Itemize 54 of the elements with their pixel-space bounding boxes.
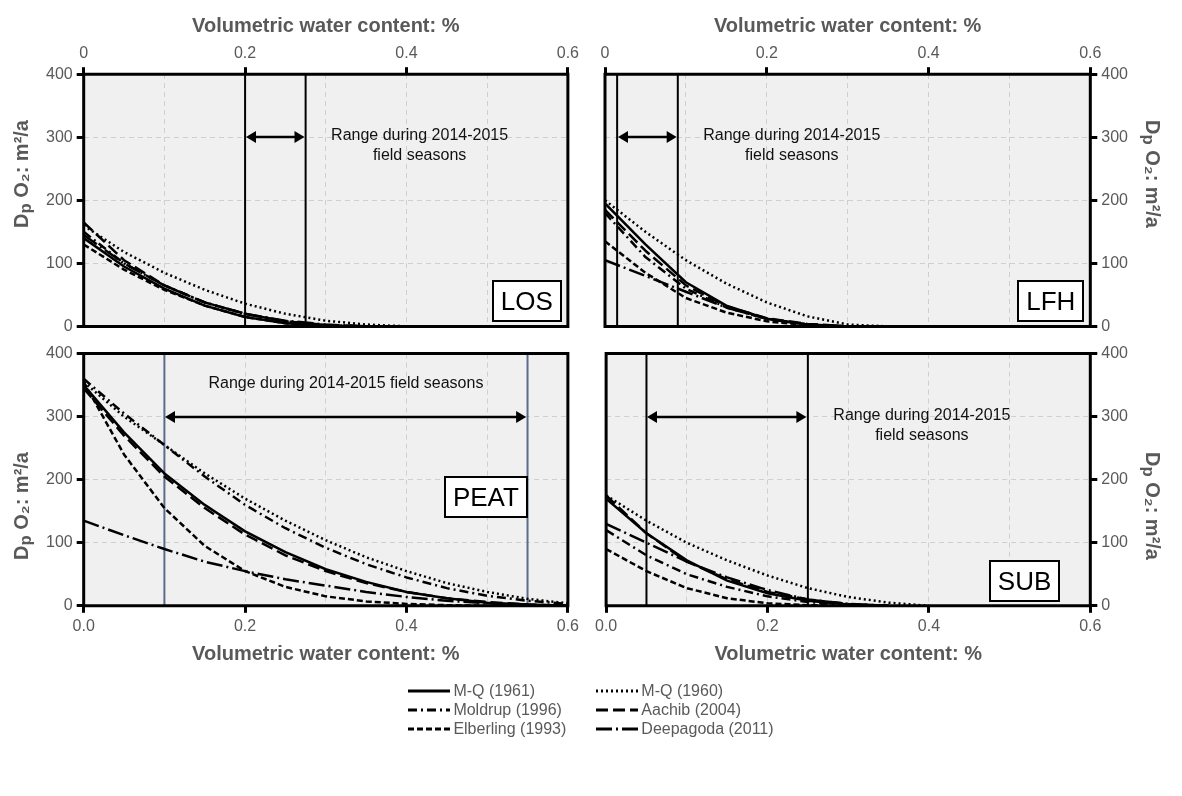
x-tick-label: 0.6 <box>556 616 580 634</box>
x-tick-label: 0.4 <box>917 616 941 634</box>
y-tick-label: 200 <box>45 190 73 208</box>
y-tick-label: 300 <box>45 407 73 425</box>
legend-label: M-Q (1960) <box>641 682 724 700</box>
x-tick-label: 0 <box>79 44 89 62</box>
y-tick-label: 100 <box>1101 533 1129 551</box>
y-tick-label: 400 <box>45 64 73 82</box>
x-axis-title: Volumetric water content: % <box>192 641 460 664</box>
legend-label: Deepagoda (2011) <box>641 720 774 738</box>
y-tick-label: 200 <box>1101 190 1129 208</box>
x-tick-label: 0.4 <box>917 44 940 62</box>
x-tick-label: 0.2 <box>756 616 779 634</box>
text: LFH <box>1017 280 1085 323</box>
x-axis-title: Volumetric water content: % <box>714 641 983 664</box>
x-axis-title: Volumetric water content: % <box>713 13 982 36</box>
annotation: Range during 2014-2015 field seasons <box>702 125 882 166</box>
x-tick-label: 0.2 <box>233 44 257 62</box>
x-tick-label: 0.6 <box>1079 616 1102 634</box>
y-tick-label: 0 <box>1101 316 1111 334</box>
text: LOS <box>491 280 562 323</box>
y-tick-label: 300 <box>1101 407 1129 425</box>
annotation: Range during 2014-2015 field seasons <box>832 404 1012 445</box>
y-tick-label: 400 <box>45 344 73 362</box>
legend-label: M-Q (1961) <box>453 682 536 700</box>
y-tick-label: 400 <box>1101 344 1129 362</box>
y-tick-label: 100 <box>1101 253 1129 271</box>
y-tick-label: 100 <box>45 253 73 271</box>
y-tick-label: 200 <box>45 470 73 488</box>
x-tick-label: 0 <box>600 44 610 62</box>
x-tick-label: 0.6 <box>556 44 580 62</box>
x-tick-label: 0.6 <box>1079 44 1102 62</box>
text: PEAT <box>443 475 528 518</box>
y-tick-label: 0 <box>63 596 73 614</box>
x-tick-label: 0.2 <box>233 616 257 634</box>
y-tick-label: 400 <box>1101 64 1129 82</box>
text: SUB <box>988 559 1061 602</box>
y-tick-label: 100 <box>45 533 73 551</box>
x-tick-label: 0.0 <box>595 616 618 634</box>
y-tick-label: 0 <box>63 316 73 334</box>
y-tick-label: 0 <box>1101 596 1111 614</box>
annotation: Range during 2014-2015 field seasons <box>330 125 510 166</box>
y-tick-label: 200 <box>1101 470 1129 488</box>
annotation: Range during 2014-2015 field seasons <box>207 372 485 393</box>
x-tick-label: 0.2 <box>755 44 778 62</box>
legend-label: Moldrup (1996) <box>453 701 562 719</box>
x-tick-label: 0.4 <box>395 616 418 634</box>
x-tick-label: 0.4 <box>395 44 418 62</box>
y-tick-label: 300 <box>45 127 73 145</box>
legend-label: Aachib (2004) <box>641 701 741 719</box>
legend-label: Elberling (1993) <box>453 720 567 738</box>
x-axis-title: Volumetric water content: % <box>192 13 460 36</box>
x-tick-label: 0.0 <box>72 616 95 634</box>
y-tick-label: 300 <box>1101 127 1129 145</box>
